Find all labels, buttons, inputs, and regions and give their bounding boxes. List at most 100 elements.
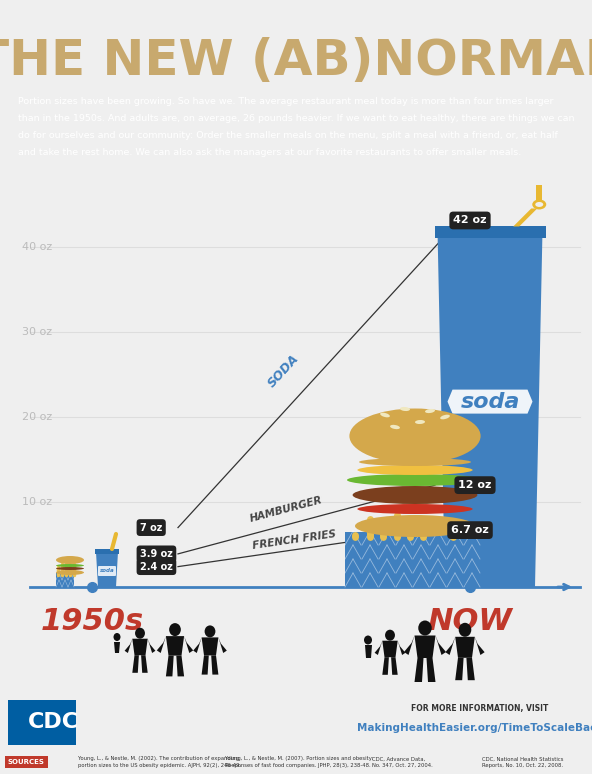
Ellipse shape xyxy=(353,486,477,504)
Ellipse shape xyxy=(355,515,475,537)
Polygon shape xyxy=(455,637,475,658)
Polygon shape xyxy=(202,656,209,675)
Text: 7 oz: 7 oz xyxy=(140,522,162,533)
Polygon shape xyxy=(414,658,423,682)
Polygon shape xyxy=(436,635,446,655)
FancyBboxPatch shape xyxy=(98,566,116,576)
Text: CDC, Advance Data,
No. 347, Oct. 27, 2004.: CDC, Advance Data, No. 347, Oct. 27, 200… xyxy=(372,756,433,768)
Ellipse shape xyxy=(440,415,450,420)
Polygon shape xyxy=(141,656,147,673)
Text: HAMBURGER: HAMBURGER xyxy=(249,495,324,524)
Text: Young, L., & Nestle, M. (2002). The contribution of expanding
portion sizes to t: Young, L., & Nestle, M. (2002). The cont… xyxy=(78,756,241,768)
Ellipse shape xyxy=(459,623,471,637)
Text: and take the rest home. We can also ask the managers at our favorite restaurants: and take the rest home. We can also ask … xyxy=(18,148,521,157)
Polygon shape xyxy=(375,641,382,655)
Polygon shape xyxy=(404,635,414,655)
Polygon shape xyxy=(455,658,464,680)
Ellipse shape xyxy=(425,409,435,413)
Polygon shape xyxy=(448,389,532,413)
Polygon shape xyxy=(96,552,118,587)
Ellipse shape xyxy=(169,623,181,636)
Text: SOURCES: SOURCES xyxy=(8,759,45,765)
Bar xyxy=(536,180,542,204)
Ellipse shape xyxy=(358,465,472,475)
Ellipse shape xyxy=(415,420,425,424)
Polygon shape xyxy=(157,636,166,653)
Ellipse shape xyxy=(400,407,410,411)
Text: 2.4 oz: 2.4 oz xyxy=(140,562,173,572)
Text: do for ourselves and our community: Order the smaller meals on the menu, split a: do for ourselves and our community: Orde… xyxy=(18,131,558,140)
Text: 3.9 oz: 3.9 oz xyxy=(140,549,173,559)
Ellipse shape xyxy=(205,625,215,638)
Polygon shape xyxy=(132,639,147,656)
Polygon shape xyxy=(218,638,227,653)
Ellipse shape xyxy=(349,409,481,464)
Polygon shape xyxy=(184,636,193,653)
Polygon shape xyxy=(132,656,139,673)
Polygon shape xyxy=(166,636,184,656)
Polygon shape xyxy=(382,657,389,675)
Ellipse shape xyxy=(532,200,546,210)
Polygon shape xyxy=(437,231,542,587)
Ellipse shape xyxy=(358,504,472,514)
Text: THE NEW (AB)NORMAL: THE NEW (AB)NORMAL xyxy=(0,37,592,85)
Polygon shape xyxy=(124,639,132,653)
FancyBboxPatch shape xyxy=(8,700,76,745)
Text: FOR MORE INFORMATION, VISIT: FOR MORE INFORMATION, VISIT xyxy=(411,704,549,713)
Polygon shape xyxy=(445,637,455,655)
Text: 10 oz: 10 oz xyxy=(22,497,52,507)
Text: 40 oz: 40 oz xyxy=(22,242,52,252)
Text: CDC: CDC xyxy=(28,712,79,732)
Polygon shape xyxy=(176,656,184,676)
Polygon shape xyxy=(202,638,218,656)
Polygon shape xyxy=(166,656,173,676)
Ellipse shape xyxy=(385,630,395,641)
Text: 30 oz: 30 oz xyxy=(22,327,52,337)
Polygon shape xyxy=(414,635,436,658)
Ellipse shape xyxy=(56,570,84,575)
Polygon shape xyxy=(426,658,436,682)
Text: 6.7 oz: 6.7 oz xyxy=(451,525,489,535)
Polygon shape xyxy=(475,637,485,655)
Polygon shape xyxy=(391,657,398,675)
Ellipse shape xyxy=(390,425,400,429)
Polygon shape xyxy=(114,642,120,653)
Ellipse shape xyxy=(56,564,84,567)
Polygon shape xyxy=(513,208,538,227)
Ellipse shape xyxy=(419,621,432,635)
Ellipse shape xyxy=(347,474,483,486)
Text: soda: soda xyxy=(461,392,520,412)
Polygon shape xyxy=(193,638,202,653)
Polygon shape xyxy=(365,645,372,658)
Text: FRENCH FRIES: FRENCH FRIES xyxy=(252,529,336,551)
Ellipse shape xyxy=(364,635,372,645)
Bar xyxy=(435,227,545,238)
Ellipse shape xyxy=(56,556,84,564)
Text: soda: soda xyxy=(99,568,114,574)
Text: SODA: SODA xyxy=(266,352,302,390)
Polygon shape xyxy=(211,656,218,675)
Text: 12 oz: 12 oz xyxy=(458,480,492,490)
Text: MakingHealthEasier.org/TimeToScaleBack: MakingHealthEasier.org/TimeToScaleBack xyxy=(357,723,592,733)
Polygon shape xyxy=(382,641,398,657)
Ellipse shape xyxy=(56,567,84,570)
Ellipse shape xyxy=(380,413,390,417)
Text: NOW: NOW xyxy=(427,607,513,636)
Polygon shape xyxy=(398,641,406,655)
Bar xyxy=(95,549,119,554)
Text: than in the 1950s. And adults are, on average, 26 pounds heavier. If we want to : than in the 1950s. And adults are, on av… xyxy=(18,114,574,123)
Polygon shape xyxy=(147,639,155,653)
Text: 42 oz: 42 oz xyxy=(453,215,487,225)
Ellipse shape xyxy=(114,633,121,641)
Bar xyxy=(345,532,475,587)
Text: Portion sizes have been growing. So have we. The average restaurant meal today i: Portion sizes have been growing. So have… xyxy=(18,97,554,106)
Ellipse shape xyxy=(135,628,145,639)
Text: 20 oz: 20 oz xyxy=(22,413,52,423)
Text: 1950s: 1950s xyxy=(40,607,144,636)
Ellipse shape xyxy=(359,458,471,466)
Text: CDC, National Health Statistics
Reports, No. 10, Oct. 22, 2008.: CDC, National Health Statistics Reports,… xyxy=(482,756,564,768)
Polygon shape xyxy=(466,658,475,680)
Text: Young, L., & Nestle, M. (2007). Portion sizes and obesity:
Responses of fast foo: Young, L., & Nestle, M. (2007). Portion … xyxy=(225,756,373,768)
Ellipse shape xyxy=(535,202,543,207)
Bar xyxy=(56,573,74,587)
